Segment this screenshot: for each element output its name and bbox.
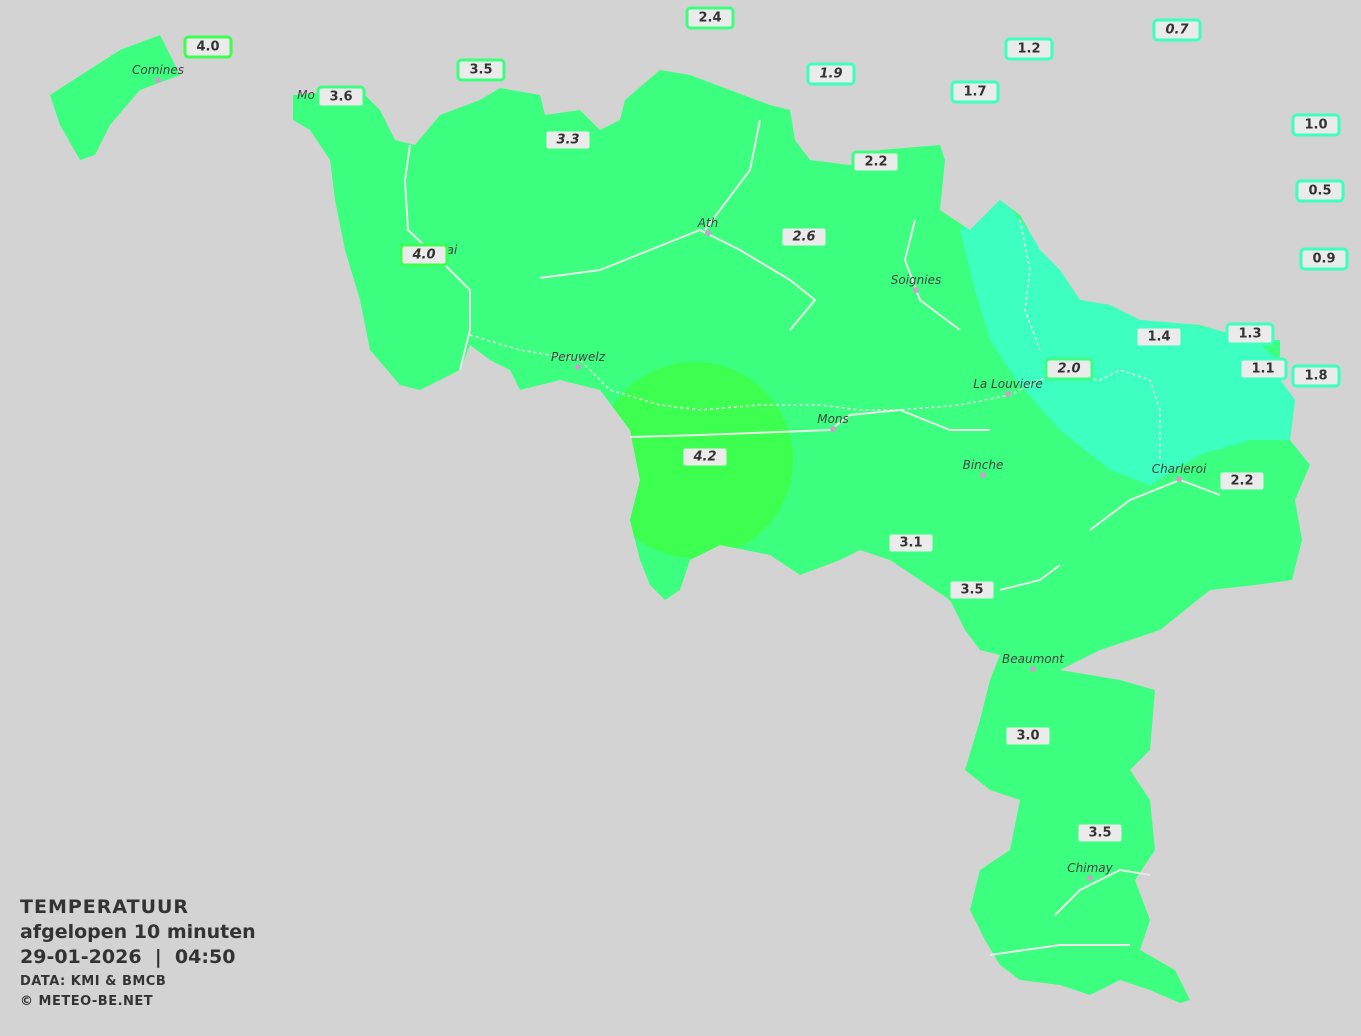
station-temp-label: 4.2 (680, 445, 730, 469)
station-temp-label: 3.6 (316, 85, 366, 109)
city-label: Soignies (890, 273, 942, 287)
station-temp-label: 2.6 (779, 225, 829, 249)
city-label: Peruwelz (551, 350, 605, 364)
station-temp-label: 1.9 (806, 62, 856, 86)
station-temp-label: 2.0 (1044, 357, 1094, 381)
station-temp-label: 3.5 (1075, 821, 1125, 845)
city-dot (1005, 391, 1011, 397)
station-temp-label: 1.7 (950, 80, 1000, 104)
city-label: Mons (817, 412, 849, 426)
city-dot (1087, 875, 1093, 881)
station-temp-label: 3.5 (947, 578, 997, 602)
station-temp-label: 3.0 (1003, 724, 1053, 748)
station-temp-label: 0.7 (1152, 18, 1202, 42)
city-label: ai (446, 243, 458, 257)
city-dot (830, 426, 836, 432)
station-temp-label: 0.9 (1299, 247, 1349, 271)
city-dot (980, 472, 986, 478)
city-label: Beaumont (1002, 652, 1064, 666)
station-temp-label: 2.2 (1217, 469, 1267, 493)
station-temp-label: 3.5 (456, 58, 506, 82)
city-dot (1030, 666, 1036, 672)
station-temp-label: 2.2 (851, 150, 901, 174)
rivers (403, 119, 1221, 956)
station-temp-label: 0.5 (1295, 179, 1345, 203)
city-dot (155, 77, 161, 83)
legend-copyright: © METEO-BE.NET (20, 994, 154, 1009)
city-dot (575, 364, 581, 370)
station-temp-label: 1.1 (1238, 357, 1288, 381)
legend-title: TEMPERATUUR (20, 896, 190, 918)
station-temp-label: 2.4 (685, 6, 735, 30)
legend: TEMPERATUUR afgelopen 10 minuten 29-01-2… (20, 895, 256, 1012)
city-label: Charleroi (1151, 462, 1207, 476)
station-temp-label: 1.2 (1004, 37, 1054, 61)
city-dot (1176, 476, 1182, 482)
city-label: Chimay (1067, 861, 1113, 875)
city-label: Ath (697, 216, 719, 230)
station-temp-label: 1.0 (1291, 113, 1341, 137)
city-label: Mo (297, 88, 315, 102)
city-label: La Louviere (973, 377, 1043, 391)
station-temp-label: 4.0 (183, 35, 233, 59)
station-temp-label: 1.4 (1134, 325, 1184, 349)
city-label: Binche (962, 458, 1004, 472)
city-dot (705, 230, 711, 236)
city-dot (913, 287, 919, 293)
station-temp-label: 4.0 (399, 243, 449, 267)
border-line (469, 334, 1161, 460)
legend-period: afgelopen 10 minuten (20, 921, 256, 943)
station-temp-label: 3.1 (886, 531, 936, 555)
legend-datetime: 29-01-2026 | 04:50 (20, 946, 236, 968)
station-temp-label: 3.3 (543, 128, 593, 152)
city-label: Comines (132, 63, 184, 77)
station-temp-label: 1.8 (1291, 364, 1341, 388)
border-line (1019, 219, 1041, 351)
station-temp-label: 1.3 (1225, 322, 1275, 346)
legend-source: DATA: KMI & BMCB (20, 974, 167, 989)
